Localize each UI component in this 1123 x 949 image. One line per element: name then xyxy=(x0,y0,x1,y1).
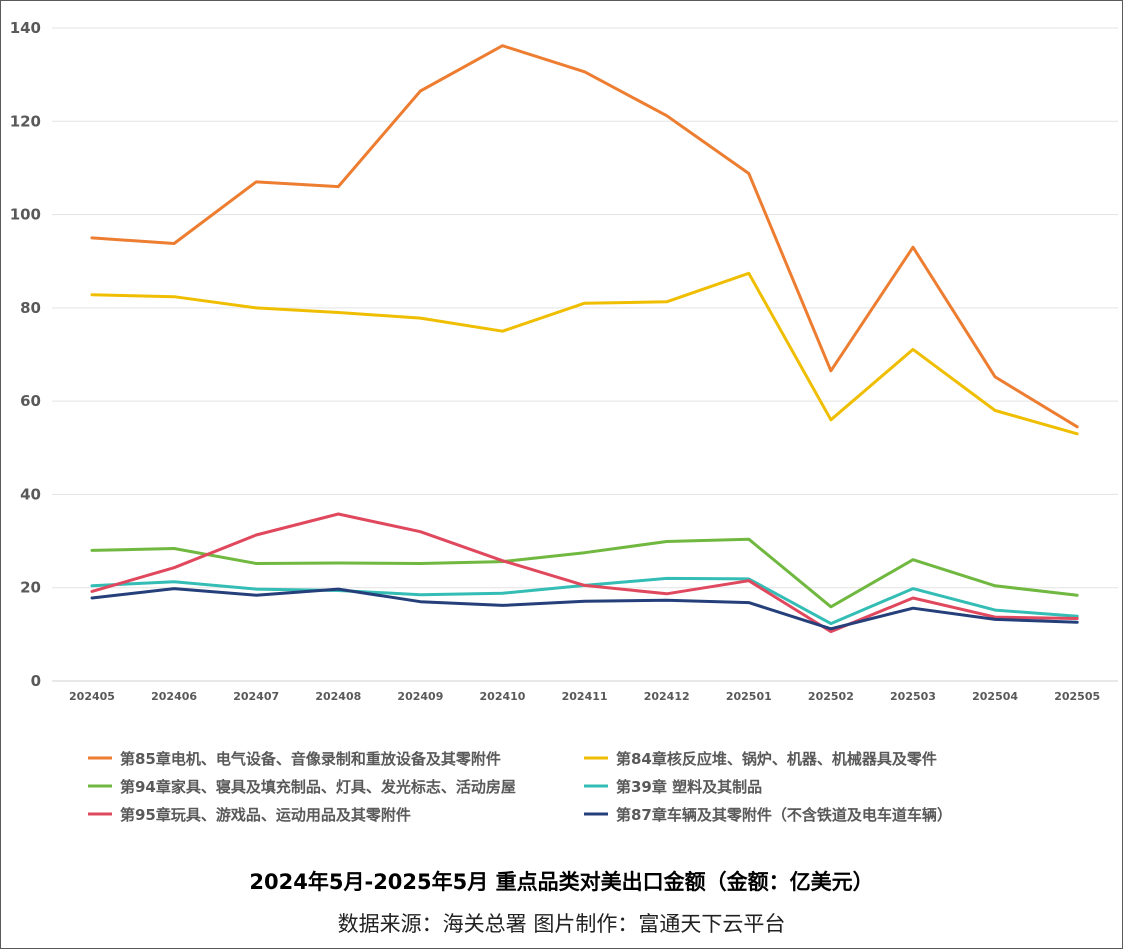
x-tick-label: 202501 xyxy=(726,690,772,703)
legend-item-1: 第84章核反应堆、锅炉、机器、机械器具及零件 xyxy=(584,750,937,768)
x-tick-label: 202406 xyxy=(151,690,197,703)
x-tick-label: 202410 xyxy=(480,690,526,703)
legend-item-2: 第94章家具、寝具及填充制品、灯具、发光标志、活动房屋 xyxy=(88,778,516,796)
legend-label: 第84章核反应堆、锅炉、机器、机械器具及零件 xyxy=(616,750,937,768)
legend-item-0: 第85章电机、电气设备、音像录制和重放设备及其零附件 xyxy=(88,750,501,768)
legend-item-3: 第39章 塑料及其制品 xyxy=(584,778,762,796)
y-tick-label: 20 xyxy=(20,579,41,597)
series-line-4 xyxy=(90,512,1079,634)
y-tick-label: 120 xyxy=(10,112,41,130)
x-tick-label: 202503 xyxy=(890,690,936,703)
series-lines xyxy=(90,44,1079,634)
x-tick-label: 202408 xyxy=(315,690,361,703)
series-line-5 xyxy=(90,587,1079,631)
x-tick-label: 202411 xyxy=(562,690,608,703)
legend: 第85章电机、电气设备、音像录制和重放设备及其零附件 第84章核反应堆、锅炉、机器… xyxy=(88,750,952,824)
legend-item-4: 第95章玩具、游戏品、运动用品及其零附件 xyxy=(88,806,411,824)
series-line-2 xyxy=(90,537,1079,609)
y-tick-label: 60 xyxy=(20,392,41,410)
x-tick-label: 202409 xyxy=(397,690,443,703)
legend-label: 第87章车辆及其零附件（不含铁道及电车道车辆） xyxy=(616,806,952,824)
y-axis-ticks: 0 20 40 60 80 100 120 140 xyxy=(10,19,41,690)
legend-label: 第85章电机、电气设备、音像录制和重放设备及其零附件 xyxy=(120,750,501,768)
x-tick-label: 202502 xyxy=(808,690,854,703)
x-tick-label: 202504 xyxy=(972,690,1018,703)
x-tick-label: 202407 xyxy=(233,690,279,703)
legend-label: 第95章玩具、游戏品、运动用品及其零附件 xyxy=(120,806,411,824)
legend-item-5: 第87章车辆及其零附件（不含铁道及电车道车辆） xyxy=(584,806,952,824)
chart-source: 数据来源：海关总署 图片制作：富通天下云平台 xyxy=(337,912,786,936)
x-axis-ticks: 202405 202406 202407 202408 202409 202410 2024… xyxy=(69,690,1100,703)
y-tick-label: 140 xyxy=(10,19,41,37)
y-tick-label: 0 xyxy=(31,672,41,690)
x-tick-label: 202412 xyxy=(644,690,690,703)
x-tick-label: 202405 xyxy=(69,690,115,703)
y-tick-label: 80 xyxy=(20,299,41,317)
chart-title: 2024年5月-2025年5月 重点品类对美出口金额（金额：亿美元） xyxy=(249,870,874,894)
series-line-1 xyxy=(90,271,1079,436)
gridlines xyxy=(52,27,1118,682)
y-tick-label: 100 xyxy=(10,206,41,224)
series-line-0 xyxy=(90,44,1079,429)
x-tick-label: 202505 xyxy=(1054,690,1100,703)
y-tick-label: 40 xyxy=(20,485,41,503)
legend-label: 第39章 塑料及其制品 xyxy=(616,778,762,796)
legend-label: 第94章家具、寝具及填充制品、灯具、发光标志、活动房屋 xyxy=(120,778,516,796)
